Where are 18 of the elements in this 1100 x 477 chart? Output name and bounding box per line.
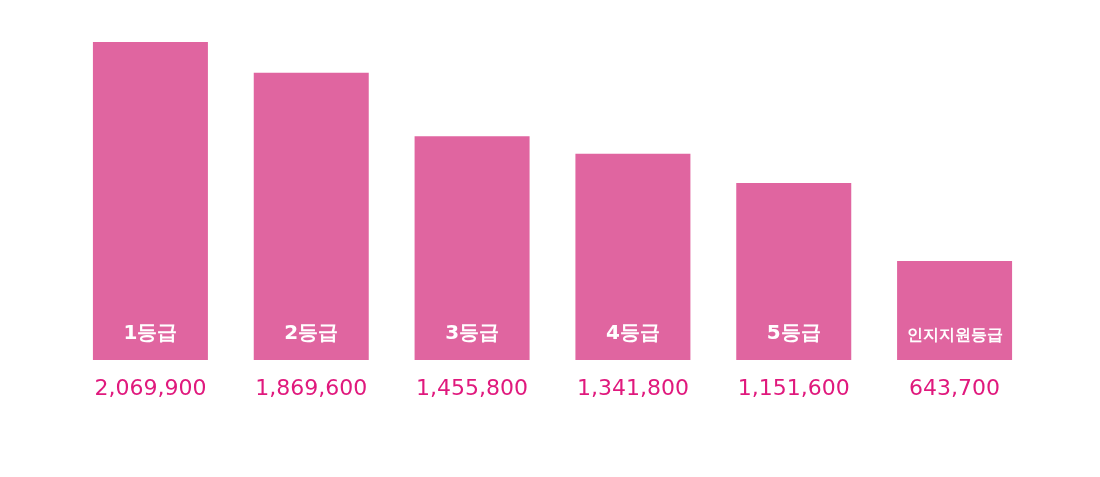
x-tick-label: 5등급 bbox=[766, 320, 821, 344]
data-label: 2,069,900 bbox=[94, 374, 207, 400]
data-label: 1,151,600 bbox=[737, 374, 850, 400]
data-label: 1,869,600 bbox=[255, 374, 368, 400]
bar bbox=[414, 136, 530, 360]
data-label: 643,700 bbox=[909, 374, 1001, 400]
bar bbox=[575, 153, 691, 360]
data-label: 1,341,800 bbox=[576, 374, 689, 400]
data-label: 1,455,800 bbox=[416, 374, 529, 400]
bar bbox=[253, 72, 369, 360]
x-tick-label: 4등급 bbox=[605, 320, 660, 344]
bar bbox=[92, 42, 208, 360]
bar bbox=[897, 261, 1013, 360]
x-tick-label: 인지지원등급 bbox=[906, 324, 1003, 344]
x-tick-label: 1등급 bbox=[123, 320, 178, 344]
x-tick-label: 3등급 bbox=[445, 320, 500, 344]
x-tick-label: 2등급 bbox=[284, 320, 339, 344]
bar bbox=[736, 183, 852, 360]
